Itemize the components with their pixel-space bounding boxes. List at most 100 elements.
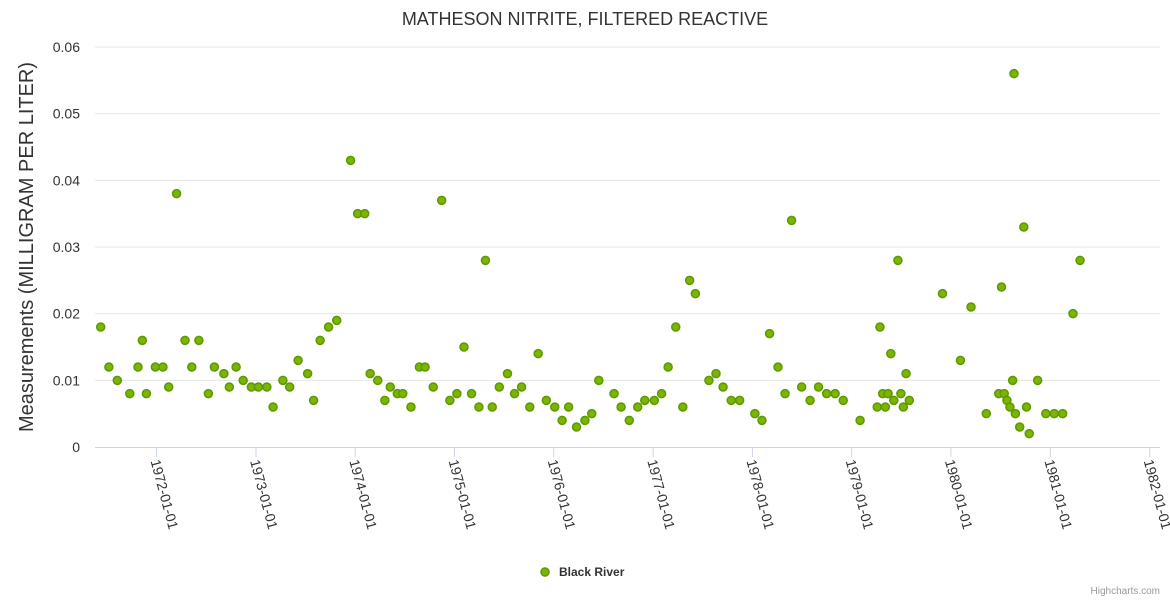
data-point[interactable] bbox=[883, 388, 893, 399]
data-point[interactable] bbox=[586, 408, 597, 419]
data-point[interactable] bbox=[365, 368, 375, 379]
data-point[interactable] bbox=[238, 375, 248, 386]
data-point[interactable] bbox=[904, 395, 915, 406]
data-point[interactable] bbox=[813, 382, 824, 392]
data-point[interactable] bbox=[480, 255, 491, 266]
data-point[interactable] bbox=[104, 362, 114, 372]
data-point[interactable] bbox=[203, 388, 214, 399]
data-point[interactable] bbox=[780, 388, 790, 399]
data-point[interactable] bbox=[649, 395, 660, 406]
data-point[interactable] bbox=[875, 322, 885, 332]
data-point[interactable] bbox=[323, 322, 334, 332]
data-point[interactable] bbox=[158, 362, 168, 372]
data-point[interactable] bbox=[231, 362, 241, 372]
legend-marker[interactable] bbox=[540, 567, 550, 577]
data-point[interactable] bbox=[1041, 408, 1051, 419]
data-point[interactable] bbox=[678, 402, 688, 412]
data-point[interactable] bbox=[1057, 408, 1068, 419]
data-point[interactable] bbox=[1021, 402, 1032, 412]
data-point[interactable] bbox=[331, 315, 342, 326]
data-point[interactable] bbox=[187, 362, 197, 372]
data-point[interactable] bbox=[466, 388, 477, 399]
data-point[interactable] bbox=[533, 348, 543, 359]
data-point[interactable] bbox=[406, 402, 416, 412]
data-point[interactable] bbox=[734, 395, 745, 406]
data-point[interactable] bbox=[901, 368, 911, 379]
data-point[interactable] bbox=[1068, 308, 1078, 319]
data-point[interactable] bbox=[428, 382, 438, 392]
data-point[interactable] bbox=[616, 402, 626, 412]
data-point[interactable] bbox=[571, 422, 582, 432]
data-point[interactable] bbox=[359, 208, 370, 219]
data-point[interactable] bbox=[1032, 375, 1043, 386]
data-point[interactable] bbox=[262, 382, 272, 392]
data-point[interactable] bbox=[855, 415, 865, 426]
data-point[interactable] bbox=[580, 415, 590, 426]
data-point[interactable] bbox=[380, 395, 390, 406]
legend[interactable]: Black River bbox=[540, 565, 625, 579]
data-point[interactable] bbox=[718, 382, 728, 392]
data-point[interactable] bbox=[981, 408, 992, 419]
data-point[interactable] bbox=[640, 395, 650, 406]
data-point[interactable] bbox=[773, 362, 783, 372]
data-point[interactable] bbox=[373, 375, 383, 386]
data-point[interactable] bbox=[1024, 428, 1034, 439]
data-point[interactable] bbox=[663, 362, 673, 372]
data-point[interactable] bbox=[253, 382, 264, 392]
data-point[interactable] bbox=[711, 368, 721, 379]
data-point[interactable] bbox=[494, 382, 505, 392]
data-point[interactable] bbox=[385, 382, 396, 392]
data-point[interactable] bbox=[966, 302, 976, 312]
data-point[interactable] bbox=[594, 375, 604, 386]
data-point[interactable] bbox=[436, 195, 447, 206]
data-point[interactable] bbox=[315, 335, 325, 346]
data-point[interactable] bbox=[750, 408, 760, 419]
data-point[interactable] bbox=[474, 402, 484, 412]
data-point[interactable] bbox=[757, 415, 767, 426]
data-point[interactable] bbox=[821, 388, 832, 399]
data-point[interactable] bbox=[141, 388, 152, 399]
data-point[interactable] bbox=[112, 375, 123, 386]
data-point[interactable] bbox=[137, 335, 148, 346]
data-point[interactable] bbox=[1010, 408, 1021, 419]
data-point[interactable] bbox=[509, 388, 520, 399]
data-point[interactable] bbox=[398, 388, 408, 399]
data-point[interactable] bbox=[704, 375, 714, 386]
data-point[interactable] bbox=[557, 415, 567, 426]
data-point[interactable] bbox=[268, 402, 278, 412]
data-point[interactable] bbox=[684, 275, 695, 286]
data-point[interactable] bbox=[487, 402, 497, 412]
data-point[interactable] bbox=[163, 382, 174, 392]
data-point[interactable] bbox=[1007, 375, 1018, 386]
data-point[interactable] bbox=[786, 215, 797, 226]
data-point[interactable] bbox=[656, 388, 667, 399]
data-point[interactable] bbox=[445, 395, 455, 406]
data-point[interactable] bbox=[308, 395, 319, 406]
data-point[interactable] bbox=[830, 388, 840, 399]
data-point[interactable] bbox=[764, 328, 775, 339]
legend-item-black-river[interactable]: Black River bbox=[559, 565, 625, 579]
data-point[interactable] bbox=[996, 282, 1007, 292]
data-point[interactable] bbox=[150, 362, 161, 372]
data-point[interactable] bbox=[805, 395, 815, 406]
data-point[interactable] bbox=[880, 402, 891, 412]
data-point[interactable] bbox=[889, 395, 899, 406]
data-point[interactable] bbox=[624, 415, 635, 426]
data-point[interactable] bbox=[219, 368, 229, 379]
data-point[interactable] bbox=[1005, 402, 1015, 412]
data-point[interactable] bbox=[452, 388, 462, 399]
data-point[interactable] bbox=[133, 362, 143, 372]
data-point[interactable] bbox=[180, 335, 190, 346]
data-point[interactable] bbox=[550, 402, 560, 412]
data-point[interactable] bbox=[293, 355, 303, 366]
data-point[interactable] bbox=[541, 395, 552, 406]
data-point[interactable] bbox=[955, 355, 966, 366]
data-point[interactable] bbox=[459, 342, 469, 352]
data-point[interactable] bbox=[1009, 68, 1019, 79]
data-point[interactable] bbox=[896, 388, 906, 399]
data-point[interactable] bbox=[609, 388, 619, 399]
data-point[interactable] bbox=[898, 402, 909, 412]
data-point[interactable] bbox=[1049, 408, 1059, 419]
data-point[interactable] bbox=[224, 382, 235, 392]
data-point[interactable] bbox=[796, 382, 807, 392]
